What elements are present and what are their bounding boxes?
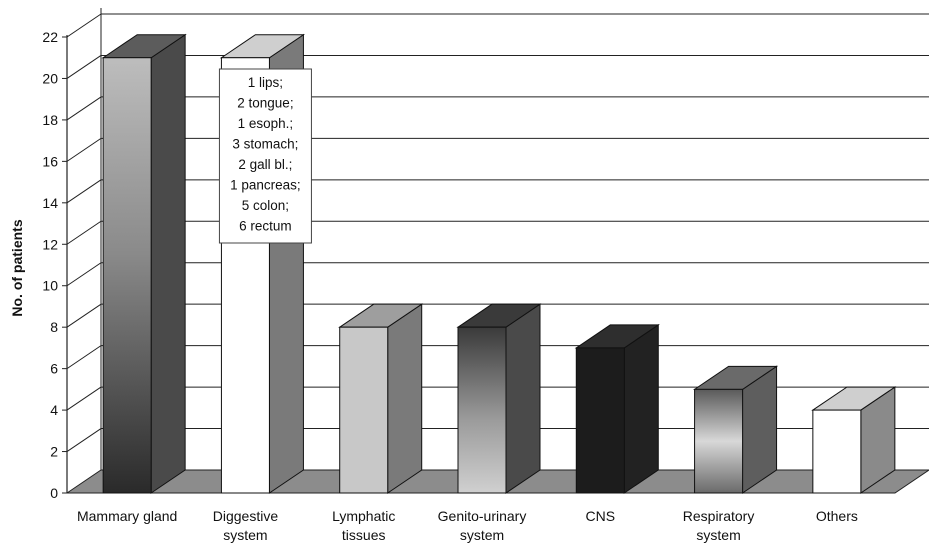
gridline-diagonal [66,55,102,79]
category-label-line: Others [816,508,858,524]
y-tick-label: 4 [50,402,58,418]
annotation-line: 1 pancreas; [230,178,301,193]
gridline-diagonal [66,137,102,162]
category-label-line: system [223,527,267,543]
y-tick-label: 22 [42,29,58,45]
category-label: CNS [586,508,616,524]
gridline-diagonal [66,303,102,328]
annotation-line: 2 tongue; [237,96,293,111]
bar [811,386,897,494]
y-tick-label: 0 [50,485,58,501]
bar [338,303,424,494]
y-axis-title: No. of patients [9,219,25,316]
bar-side [150,33,186,494]
category-label-line: CNS [586,508,616,524]
y-tick-label: 16 [42,153,58,169]
y-axis: 0 2 4 6 8 10 12 14 16 18 20 22 [42,29,68,501]
category-label-line: Diggestive [213,508,279,524]
gridline-diagonal [66,428,102,452]
gridline-diagonal [66,345,102,370]
category-label: Mammary gland [77,508,177,524]
annotation-box-bg [218,68,312,244]
category-label-line: Lymphatic [332,508,395,524]
annotation-line: 1 esoph.; [238,116,294,131]
category-label: Respiratory system [683,508,755,543]
gridline-diagonal [66,179,102,204]
gridline-diagonal [66,262,102,287]
category-label-line: system [460,527,504,543]
bar-front [575,347,625,494]
category-label-line: Respiratory [683,508,755,524]
annotation-line: 1 lips; [248,75,283,90]
bar-side [505,303,541,494]
annotation-line: 6 rectum [239,219,292,234]
category-labels: Mammary gland Diggestive system Lymphatic ti… [77,508,858,543]
annotation-box: 1 lips; 2 tongue; 1 esoph.; 3 stomach; 2 gal… [218,68,312,244]
gridline-diagonal [66,220,102,245]
bar-front [339,326,389,494]
bar [692,365,779,494]
annotation-line: 5 colon; [242,198,289,213]
annotation-line: 3 stomach; [232,137,298,152]
category-label-line: tissues [342,527,386,543]
gridline-diagonal [66,96,102,121]
annotation-line: 2 gall bl.; [238,157,292,172]
category-label: Lymphatic tissues [332,508,395,543]
category-label: Diggestive system [213,508,279,543]
category-label: Genito-urinary system [438,508,527,543]
category-label-line: system [696,527,740,543]
bar [574,323,660,494]
bar-front [102,57,152,494]
bar-front [457,326,507,494]
y-tick-label: 8 [50,319,58,335]
y-tick-label: 10 [42,278,58,294]
y-tick-label: 12 [42,236,58,252]
y-tick-label: 2 [50,444,58,460]
bar-side [623,323,659,494]
bar [101,33,187,494]
category-label-line: Genito-urinary [438,508,527,524]
gridline-diagonal [66,386,102,411]
bar-front [812,409,862,494]
category-label-line: Mammary gland [77,508,177,524]
gridline-diagonal [66,13,102,38]
y-tick-label: 18 [42,112,58,128]
bar-side [387,303,423,494]
bar-front [694,388,744,494]
y-tick-label: 14 [42,195,58,211]
y-tick-label: 20 [42,70,58,86]
bar [456,303,542,494]
category-label: Others [816,508,858,524]
y-tick-label: 6 [50,361,58,377]
